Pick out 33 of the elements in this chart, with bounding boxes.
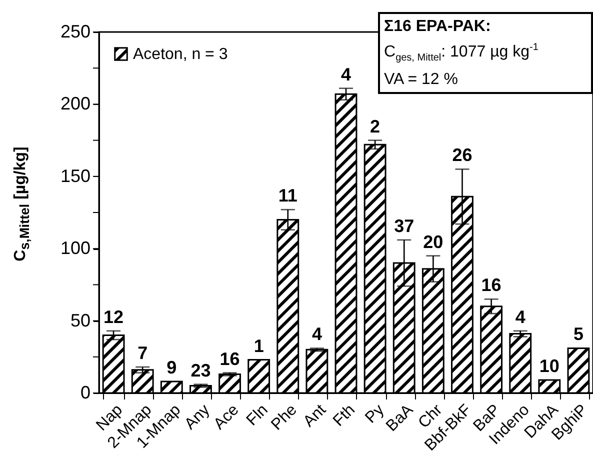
x-tick-label: Ant bbox=[300, 401, 330, 430]
annotation: 7 bbox=[138, 343, 148, 364]
x-tick-label: BaA bbox=[383, 401, 417, 435]
legend-label: Aceton, n = 3 bbox=[133, 46, 228, 63]
annotation: 4 bbox=[340, 64, 352, 84]
annotation: 4 bbox=[312, 324, 322, 344]
annotation: Σ16 EPA-PAK: bbox=[384, 17, 492, 37]
annotation: 4 bbox=[515, 306, 526, 327]
annotation: 10 bbox=[539, 356, 560, 376]
y-tick-label: 250 bbox=[60, 22, 90, 42]
annotation: 20 bbox=[423, 232, 444, 252]
annotation: 12 bbox=[104, 306, 124, 327]
annotation: 23 bbox=[190, 360, 211, 380]
annotation: 16 bbox=[481, 275, 502, 296]
annotation: 37 bbox=[394, 216, 414, 236]
y-tick-label: 100 bbox=[60, 238, 90, 258]
annotation: C$_{ges, Mittel}$: 1077 µg kg$^{-1}$ bbox=[384, 41, 540, 66]
x-tick-label: Ace bbox=[210, 401, 242, 434]
text-box: Σ16 EPA-PAK: C$_{ges, Mittel}$: 1077 µg kg$^{-1}$ VA = 12 % bbox=[378, 12, 593, 94]
annotation: 16 bbox=[220, 348, 240, 369]
annotation: VA = 12 % bbox=[384, 70, 459, 90]
y-tick-label: 50 bbox=[70, 310, 90, 330]
annotation: 26 bbox=[452, 145, 472, 166]
x-tick-label: Fth bbox=[330, 402, 359, 430]
y-tick-label: 200 bbox=[60, 94, 90, 114]
y-tick-label: 150 bbox=[60, 166, 90, 186]
y-tick-label: 0 bbox=[80, 382, 90, 402]
x-tick-label: Any bbox=[182, 402, 214, 434]
annotation: 2 bbox=[370, 116, 380, 136]
annotation: 5 bbox=[573, 324, 584, 344]
annotation: 11 bbox=[278, 186, 298, 206]
annotation: 1 bbox=[254, 336, 264, 356]
annotation: 9 bbox=[166, 357, 177, 378]
